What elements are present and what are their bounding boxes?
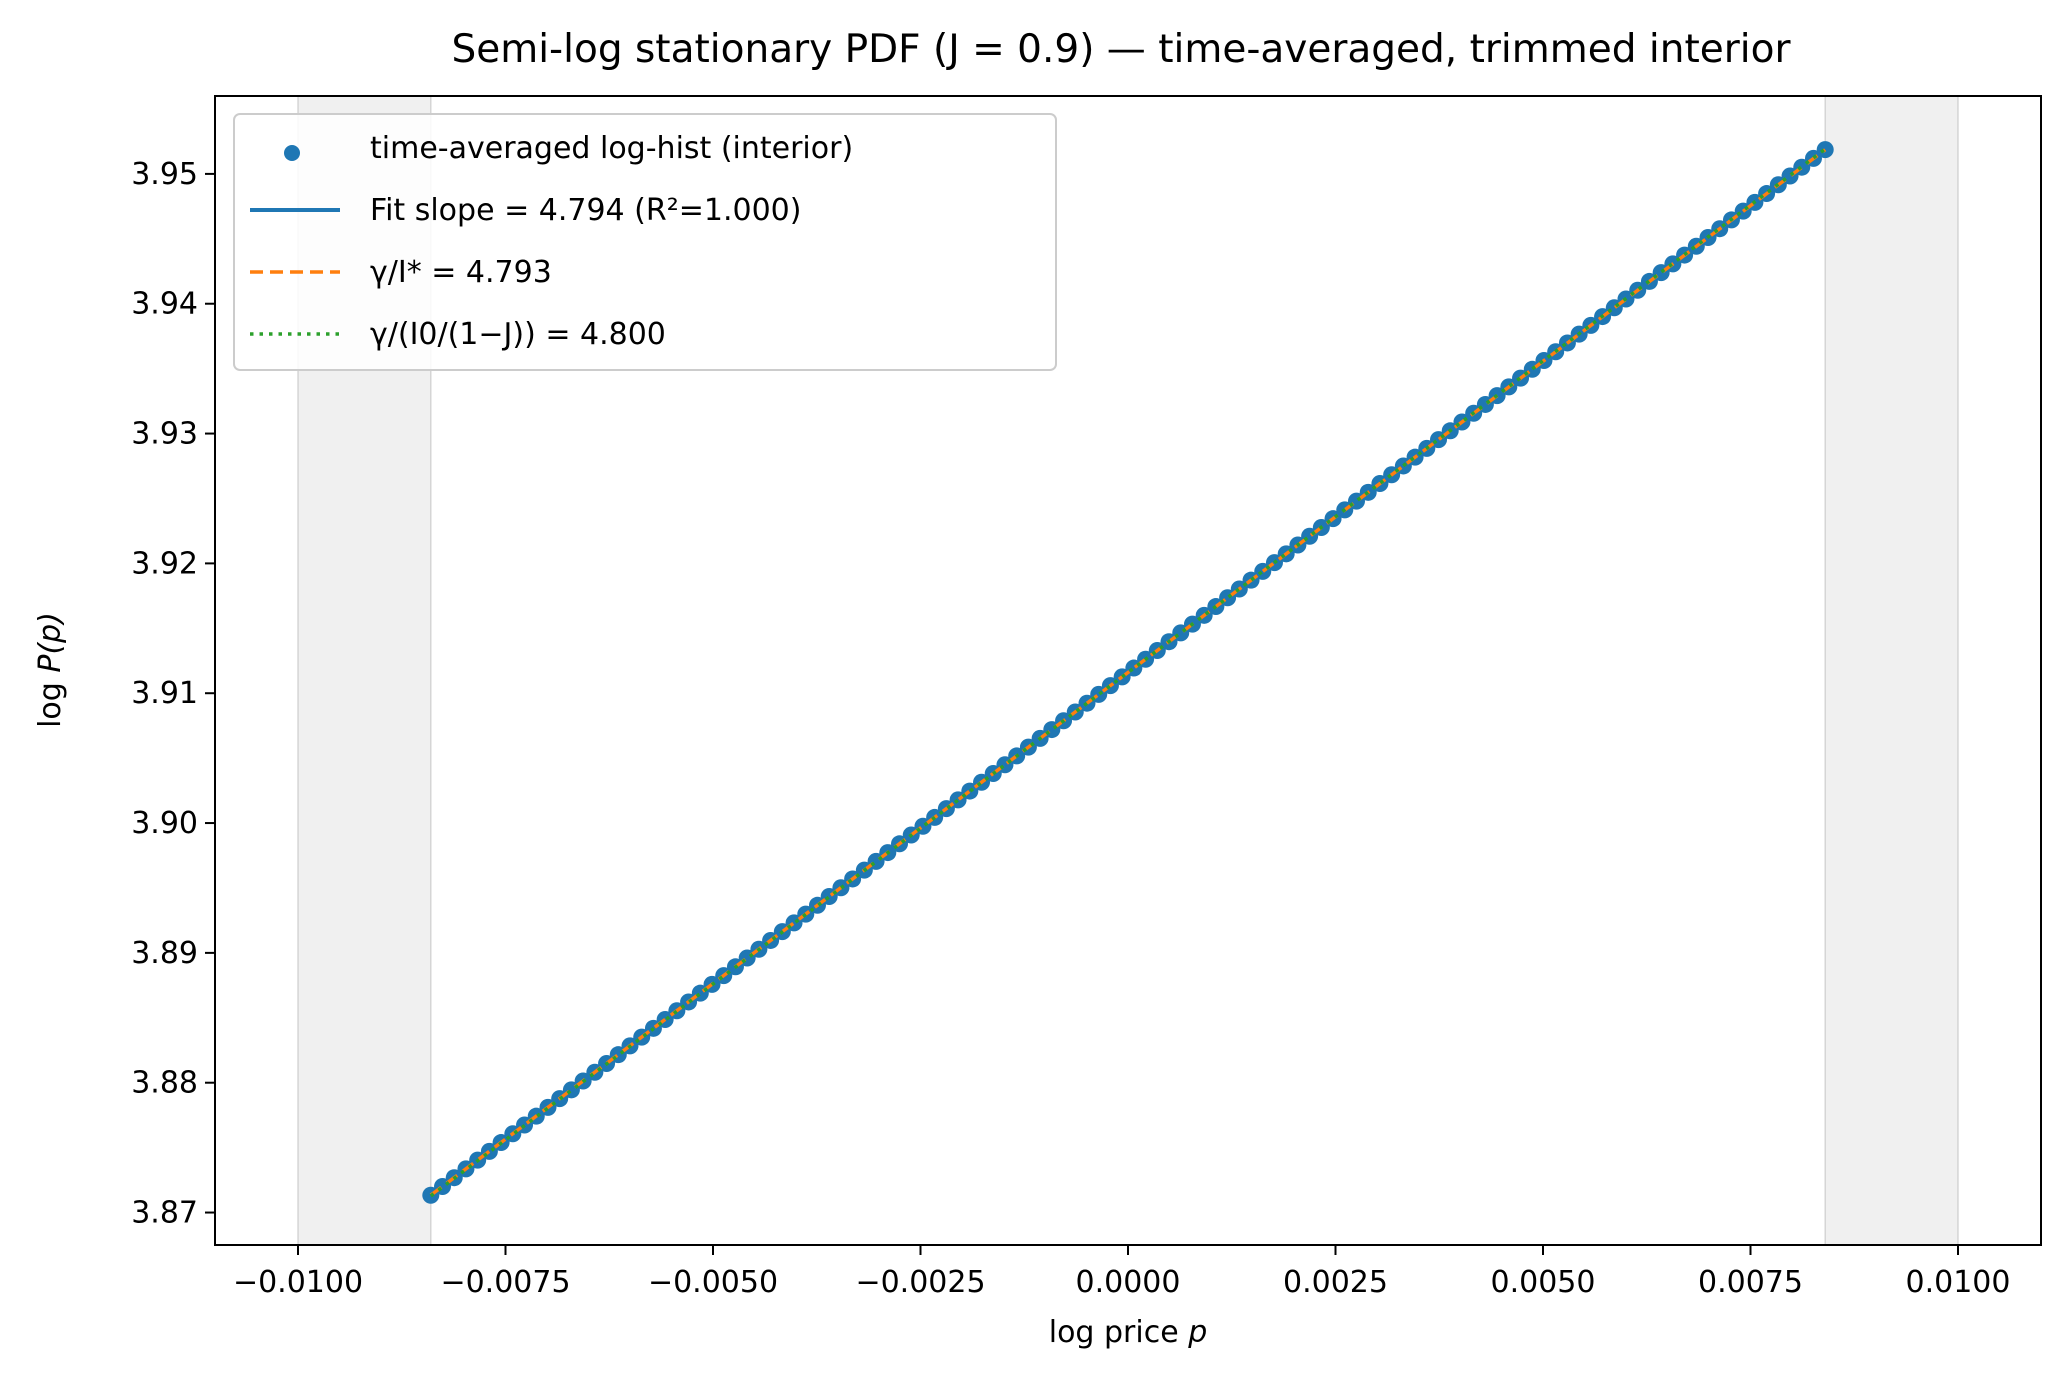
series-line-dashed (429, 148, 1827, 1197)
shaded-region-1 (1824, 95, 1959, 1246)
y-tick-label: 3.88 (131, 1066, 198, 1101)
x-tick-label: 0.0075 (1698, 1265, 1803, 1300)
y-axis-label: log P(p) (33, 612, 68, 728)
x-tick-label: 0.0050 (1491, 1265, 1596, 1300)
y-tick-label: 3.95 (131, 157, 198, 192)
x-axis-label-var: p (1187, 1315, 1207, 1350)
chart-title: Semi-log stationary PDF (J = 0.9) — time… (451, 27, 1791, 72)
data-layer (422, 141, 1834, 1204)
legend-label: Fit slope = 4.794 (R²=1.000) (370, 193, 801, 228)
y-tick-label: 3.89 (131, 936, 198, 971)
legend-box (233, 113, 1057, 371)
x-axis: −0.0100 −0.0075 −0.0050 −0.0025 0.0000 0.0025… (233, 1245, 2011, 1300)
y-tick-label: 3.94 (131, 287, 198, 322)
x-tick-label: −0.0025 (855, 1265, 985, 1300)
x-tick-label: −0.0075 (440, 1265, 570, 1300)
y-axis-label-var: P(p) (33, 612, 68, 673)
x-tick-label: 0.0100 (1906, 1265, 2011, 1300)
y-tick-label: 3.90 (131, 806, 198, 841)
y-tick-label: 3.93 (131, 417, 198, 452)
y-tick-label: 3.87 (131, 1196, 198, 1231)
x-tick-label: 0.0000 (1076, 1265, 1181, 1300)
legend-label: γ/(I0/(1−J)) = 4.800 (370, 317, 666, 352)
x-tick-label: 0.0025 (1283, 1265, 1388, 1300)
x-axis-label: log price p (1049, 1315, 1208, 1350)
y-axis-label-prefix: log (33, 673, 68, 728)
x-axis-label-prefix: log price (1049, 1315, 1188, 1350)
legend-marker-scatter (284, 145, 300, 161)
legend: time-averaged log-hist (interior) Fit slo… (233, 113, 1057, 371)
x-tick-label: −0.0100 (233, 1265, 363, 1300)
legend-label: time-averaged log-hist (interior) (370, 131, 853, 166)
y-axis: 3.87 3.88 3.89 3.90 3.91 3.92 3.93 3.94 3.95 (131, 157, 215, 1231)
y-tick-label: 3.92 (131, 546, 198, 581)
x-tick-label: −0.0050 (648, 1265, 778, 1300)
legend-label: γ/I* = 4.793 (370, 255, 552, 290)
y-tick-label: 3.91 (131, 676, 198, 711)
